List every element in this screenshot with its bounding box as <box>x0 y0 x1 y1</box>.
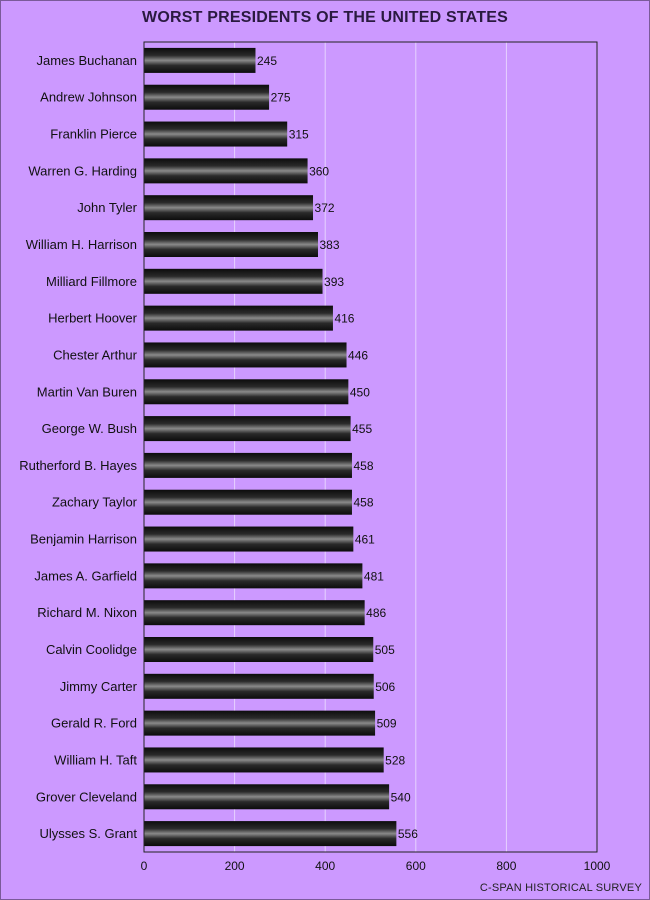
value-label: 481 <box>364 569 384 583</box>
bar <box>144 416 351 442</box>
x-tick-label: 1000 <box>584 859 611 873</box>
value-label: 528 <box>385 753 405 767</box>
bar <box>144 489 352 515</box>
category-label: Herbert Hoover <box>48 311 138 326</box>
value-label: 275 <box>271 91 291 105</box>
category-label: William H. Harrison <box>26 237 137 252</box>
bar <box>144 195 314 221</box>
category-label: Ulysses S. Grant <box>39 826 137 841</box>
value-label: 455 <box>352 422 372 436</box>
x-tick-label: 600 <box>406 859 426 873</box>
category-label: Chester Arthur <box>53 347 137 362</box>
category-label: Martin Van Buren <box>37 384 137 399</box>
category-label: Warren G. Harding <box>28 163 137 178</box>
bar <box>144 452 352 478</box>
x-tick-label: 0 <box>141 859 148 873</box>
value-label: 458 <box>353 459 373 473</box>
bar <box>144 268 323 294</box>
plot-area <box>143 41 598 853</box>
x-tick-label: 800 <box>496 859 516 873</box>
x-tick-label: 200 <box>225 859 245 873</box>
bar <box>144 710 376 736</box>
bar <box>144 784 390 810</box>
value-label: 360 <box>309 164 329 178</box>
value-label: 509 <box>377 717 397 731</box>
bar <box>144 563 363 589</box>
category-label: James Buchanan <box>37 53 137 68</box>
bar <box>144 637 374 662</box>
value-label: 383 <box>319 238 339 252</box>
category-label: Grover Cleveland <box>36 789 137 804</box>
value-label: 505 <box>375 643 395 657</box>
bar <box>144 673 374 699</box>
category-label: Rutherford B. Hayes <box>19 458 137 473</box>
bar <box>144 47 256 73</box>
bar <box>144 379 349 405</box>
value-label: 416 <box>334 312 354 326</box>
value-label: 506 <box>375 680 395 694</box>
category-label: Benjamin Harrison <box>30 532 137 547</box>
category-label: Zachary Taylor <box>52 495 138 510</box>
bar <box>144 821 397 847</box>
bar <box>144 305 333 331</box>
chart-title: WORST PRESIDENTS OF THE UNITED STATES <box>142 9 508 26</box>
value-label: 458 <box>353 496 373 510</box>
category-label: Calvin Coolidge <box>46 642 137 657</box>
chart-source: C-SPAN HISTORICAL SURVEY <box>479 882 642 894</box>
category-label: Franklin Pierce <box>50 127 137 142</box>
value-label: 245 <box>257 54 277 68</box>
bar <box>144 342 347 368</box>
category-label: James A. Garfield <box>34 568 137 583</box>
bar <box>144 747 384 773</box>
category-label: Jimmy Carter <box>60 679 138 694</box>
bar <box>144 121 288 147</box>
value-label: 450 <box>350 385 370 399</box>
category-label: Andrew Johnson <box>40 90 137 105</box>
value-label: 446 <box>348 348 368 362</box>
value-label: 372 <box>315 201 335 215</box>
value-label: 540 <box>391 790 411 804</box>
category-label: William H. Taft <box>54 752 137 767</box>
bar <box>144 526 354 552</box>
bar <box>144 232 318 257</box>
x-tick-label: 400 <box>315 859 335 873</box>
category-label: John Tyler <box>77 200 137 215</box>
category-label: Richard M. Nixon <box>37 605 137 620</box>
value-label: 486 <box>366 606 386 620</box>
bar <box>144 158 308 184</box>
value-label: 315 <box>289 128 309 142</box>
category-label: George W. Bush <box>42 421 137 436</box>
category-label: Gerald R. Ford <box>51 716 137 731</box>
category-label: Milliard Fillmore <box>46 274 137 289</box>
value-label: 556 <box>398 827 418 841</box>
bar <box>144 84 270 110</box>
value-label: 393 <box>324 275 344 289</box>
bar <box>144 600 365 626</box>
value-label: 461 <box>355 533 375 547</box>
